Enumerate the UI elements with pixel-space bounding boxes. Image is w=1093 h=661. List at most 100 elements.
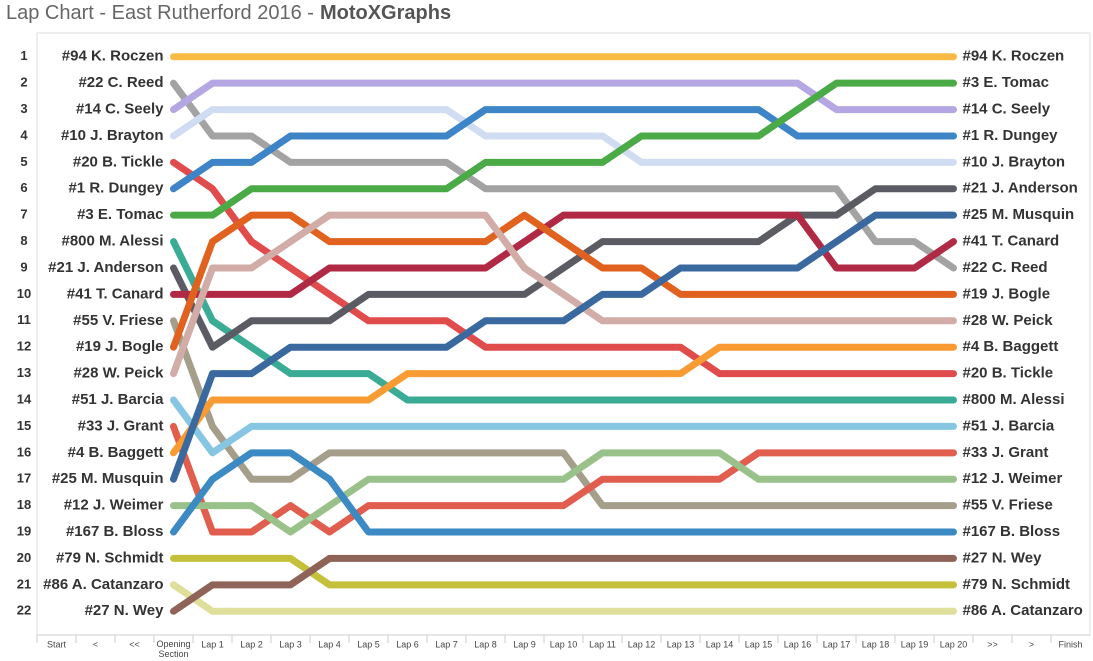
x-tick-label: Lap 18 bbox=[862, 639, 890, 649]
x-tick-label: Lap 1 bbox=[201, 639, 224, 649]
start-label: #3 E. Tomac bbox=[77, 206, 163, 223]
finish-label: #79 N. Schmidt bbox=[963, 576, 1071, 593]
x-tick-label: Lap 5 bbox=[357, 639, 380, 649]
x-tick-label: Lap 10 bbox=[550, 639, 578, 649]
y-tick-label: 8 bbox=[20, 233, 27, 248]
x-tick-label: Start bbox=[47, 639, 67, 649]
start-label: #25 M. Musquin bbox=[52, 470, 164, 487]
x-tick-label: Opening Section bbox=[156, 639, 190, 659]
x-tick-label: << bbox=[129, 639, 140, 649]
rider-line bbox=[170, 158, 957, 378]
start-label: #1 R. Dungey bbox=[68, 180, 164, 197]
start-label: #51 J. Barcia bbox=[72, 391, 164, 408]
rider-line bbox=[170, 317, 957, 510]
x-tick-label: Lap 16 bbox=[784, 639, 812, 649]
finish-label: #4 B. Baggett bbox=[963, 338, 1059, 355]
x-tick-label: Lap 12 bbox=[628, 639, 656, 649]
x-tick-label: < bbox=[93, 639, 98, 649]
x-tick-label: Lap 15 bbox=[745, 639, 773, 649]
y-tick-label: 3 bbox=[20, 101, 27, 116]
y-tick-label: 2 bbox=[20, 75, 27, 90]
y-tick-label: 22 bbox=[17, 603, 31, 618]
y-tick-label: 20 bbox=[17, 550, 31, 565]
finish-label: #1 R. Dungey bbox=[963, 127, 1059, 144]
finish-label: #22 C. Reed bbox=[963, 259, 1048, 276]
y-tick-label: 13 bbox=[17, 365, 31, 380]
y-tick-label: 9 bbox=[20, 259, 27, 274]
x-tick-label: Lap 11 bbox=[589, 639, 616, 649]
finish-label: #86 A. Catanzaro bbox=[963, 602, 1083, 619]
start-label: #79 N. Schmidt bbox=[56, 549, 164, 566]
rider-line bbox=[170, 449, 957, 536]
x-tick-label: Lap 14 bbox=[706, 639, 734, 649]
x-tick-label: Lap 8 bbox=[474, 639, 497, 649]
finish-label: #12 J. Weimer bbox=[963, 470, 1063, 487]
rider-line bbox=[170, 106, 957, 166]
rider-line bbox=[170, 422, 957, 536]
rider-line bbox=[170, 449, 957, 536]
finish-label: #10 J. Brayton bbox=[963, 153, 1066, 170]
finish-label: #55 V. Friese bbox=[963, 497, 1053, 514]
rider-line bbox=[170, 238, 957, 404]
start-label: #21 J. Anderson bbox=[48, 259, 163, 276]
y-tick-label: 5 bbox=[20, 154, 27, 169]
x-tick-label: Lap 6 bbox=[396, 639, 419, 649]
x-tick-label: Lap 9 bbox=[513, 639, 536, 649]
x-tick-label: Lap 7 bbox=[435, 639, 458, 649]
start-label: #19 J. Bogle bbox=[76, 338, 164, 355]
chart-title-group: Lap Chart - East Rutherford 2016 - MotoXG… bbox=[6, 2, 451, 24]
y-tick-label: 16 bbox=[17, 444, 31, 459]
rider-line bbox=[170, 343, 957, 457]
x-tick-label: > bbox=[1029, 639, 1034, 649]
start-label: #167 B. Bloss bbox=[66, 523, 164, 540]
finish-label: #27 N. Wey bbox=[963, 549, 1043, 566]
y-tick-label: 10 bbox=[17, 286, 31, 301]
finish-label: #167 B. Bloss bbox=[963, 523, 1061, 540]
y-tick-label: 18 bbox=[17, 497, 31, 512]
start-label: #800 M. Alessi bbox=[61, 233, 163, 250]
x-tick-label: Lap 19 bbox=[901, 639, 929, 649]
y-tick-label: 12 bbox=[17, 339, 31, 354]
x-tick-label: Finish bbox=[1058, 639, 1082, 649]
y-tick-label: 17 bbox=[17, 471, 31, 486]
rider-line bbox=[170, 79, 957, 272]
y-tick-label: 21 bbox=[17, 576, 31, 591]
rider-line bbox=[170, 554, 957, 589]
x-tick-label: Lap 20 bbox=[940, 639, 968, 649]
finish-label: #51 J. Barcia bbox=[963, 417, 1055, 434]
y-tick-label: 15 bbox=[17, 418, 31, 433]
rider-line bbox=[170, 396, 957, 457]
start-label: #55 V. Friese bbox=[73, 312, 163, 329]
y-tick-label: 6 bbox=[20, 180, 27, 195]
x-tick-label: Lap 4 bbox=[318, 639, 341, 649]
rider-line bbox=[170, 79, 957, 219]
rider-line bbox=[170, 185, 957, 351]
x-tick-label: >> bbox=[987, 639, 998, 649]
start-label: #22 C. Reed bbox=[78, 74, 163, 91]
y-tick-label: 11 bbox=[17, 312, 31, 327]
start-label: #14 C. Seely bbox=[76, 101, 164, 118]
rider-line bbox=[170, 581, 957, 615]
chart-title: Lap Chart - East Rutherford 2016 - bbox=[6, 2, 314, 24]
finish-label: #14 C. Seely bbox=[963, 101, 1051, 118]
rider-line bbox=[170, 554, 957, 615]
start-label: #86 A. Catanzaro bbox=[43, 576, 163, 593]
finish-label: #94 K. Roczen bbox=[963, 48, 1065, 65]
finish-label: #20 B. Tickle bbox=[963, 365, 1054, 382]
rider-line bbox=[170, 211, 957, 378]
finish-label: #28 W. Peick bbox=[963, 312, 1054, 329]
chart-brand: MotoXGraphs bbox=[320, 2, 451, 24]
y-tick-label: 4 bbox=[20, 127, 28, 142]
start-label: #4 B. Baggett bbox=[68, 444, 164, 461]
finish-label: #3 E. Tomac bbox=[963, 74, 1049, 91]
y-tick-label: 7 bbox=[20, 207, 27, 222]
start-label: #28 W. Peick bbox=[73, 365, 164, 382]
start-label: #12 J. Weimer bbox=[64, 497, 164, 514]
start-label: #41 T. Canard bbox=[67, 285, 164, 302]
start-label: #94 K. Roczen bbox=[62, 48, 164, 65]
rider-line bbox=[170, 211, 957, 351]
y-tick-label: 19 bbox=[17, 523, 31, 538]
start-label: #27 N. Wey bbox=[85, 602, 165, 619]
start-label: #10 J. Brayton bbox=[61, 127, 164, 144]
